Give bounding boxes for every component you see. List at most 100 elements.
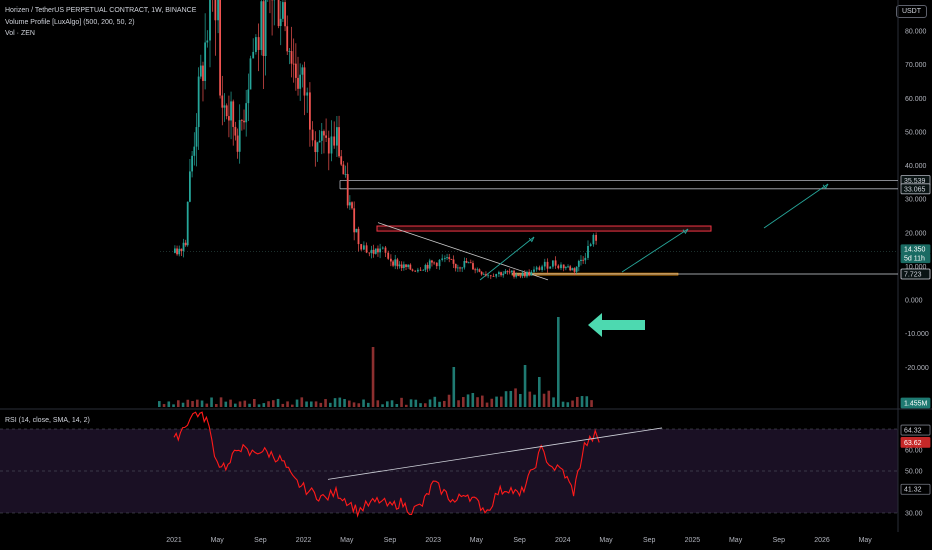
volume-bar: [509, 390, 513, 407]
candle-body: [178, 248, 181, 255]
volume-bar: [523, 365, 527, 407]
volume-bar: [485, 402, 489, 407]
candle-body: [567, 266, 569, 268]
candle-body: [206, 40, 209, 43]
candle-body: [428, 260, 431, 269]
volume-bar: [234, 403, 237, 407]
candle-body: [236, 135, 239, 152]
volume-bar: [457, 400, 460, 407]
volume-bar: [348, 400, 351, 407]
candle-body: [414, 270, 417, 272]
candle-body: [379, 248, 381, 253]
candle-body: [381, 247, 384, 249]
volume-bar: [561, 401, 565, 407]
volume-bar: [272, 400, 275, 407]
volume-bar: [538, 377, 541, 407]
candle-body: [290, 51, 293, 64]
volume-bar: [424, 403, 427, 407]
candle-body: [318, 140, 321, 143]
time-axis[interactable]: 2021 May Sep 2022 May Sep 2023 May Sep 2024 May Sep…: [166, 537, 872, 544]
rsi-legend[interactable]: RSI (14, close, SMA, 14, 2): [5, 417, 90, 424]
candle-body: [247, 89, 250, 104]
candle-body: [368, 252, 371, 254]
candle-body: [186, 201, 189, 246]
volume-bar: [167, 401, 171, 407]
volume-bar: [495, 396, 498, 407]
time-tick: May: [599, 537, 613, 544]
volume-bar: [210, 397, 213, 407]
volume-bar: [414, 399, 418, 407]
candle-body: [346, 174, 349, 206]
volume-bar: [319, 402, 323, 407]
candle-body: [277, 0, 280, 27]
candle-body: [327, 137, 330, 154]
volume-profile-legend[interactable]: Volume Profile [LuxAlgo] (500, 200, 50, …: [5, 19, 135, 26]
volume-bar: [585, 396, 589, 407]
currency-button[interactable]: USDT: [895, 5, 927, 18]
volume-bar: [181, 402, 185, 407]
candle-body: [467, 262, 470, 264]
candle-body: [510, 270, 513, 273]
candle-body: [197, 76, 200, 128]
volume-bar: [257, 404, 261, 407]
volume-bar: [215, 404, 218, 407]
candle-body: [513, 270, 515, 277]
rsi-tick: 30.00: [905, 511, 923, 518]
candle-body: [387, 252, 390, 259]
price-tick: 40.000: [905, 163, 927, 170]
volume-bar: [333, 398, 337, 407]
candle-body: [353, 208, 356, 233]
candle-body: [223, 105, 226, 108]
volume-bar: [172, 404, 175, 407]
candle-body: [595, 234, 597, 241]
candle-body: [411, 269, 414, 271]
price-tick: 60.000: [905, 96, 927, 103]
candle-body: [348, 202, 351, 206]
time-tick: May: [211, 537, 225, 544]
projection-arrow-2-head: [682, 228, 689, 235]
rsi-tick: 50.00: [905, 469, 923, 476]
candle-body: [294, 63, 297, 78]
volume-bar: [381, 404, 384, 407]
projection-arrow-2: [621, 228, 689, 273]
candle-body: [405, 264, 407, 267]
candle-body: [584, 257, 587, 261]
candle-body: [571, 268, 574, 271]
candle-body: [446, 257, 448, 259]
volume-bar: [281, 403, 285, 407]
volume-bar: [433, 396, 437, 407]
candle-body: [519, 275, 522, 277]
candle-body: [448, 257, 451, 259]
candle-body: [526, 271, 528, 277]
candle-body: [452, 259, 455, 264]
candle-body: [284, 2, 286, 27]
rsi-line: [173, 411, 600, 518]
price-tick: 10.000: [905, 264, 927, 271]
candle-body: [174, 248, 176, 253]
volume-legend[interactable]: Vol · ZEN: [5, 30, 35, 37]
candle-body: [459, 267, 461, 269]
candle-body: [323, 131, 325, 136]
volume-bar: [576, 396, 579, 407]
candle-body: [255, 37, 257, 52]
candle-body: [338, 127, 340, 157]
volume-bar: [352, 402, 356, 407]
candle-body: [344, 174, 347, 175]
candle-body: [311, 129, 314, 141]
volume-bars: [158, 317, 593, 407]
candle-body: [225, 105, 228, 117]
candle-body: [330, 136, 333, 154]
chart-title: Horizen / TetherUS PERPETUAL CONTRACT, 1…: [5, 7, 197, 14]
volume-bar: [276, 398, 280, 407]
candle-body: [374, 248, 377, 254]
volume-bar: [571, 400, 574, 407]
time-tick: May: [470, 537, 484, 544]
time-tick: 2023: [425, 537, 441, 544]
volume-bar: [428, 399, 432, 407]
volume-bar: [343, 399, 346, 407]
candle-body: [394, 259, 397, 266]
candle-body: [506, 271, 509, 272]
volume-bar: [533, 394, 536, 407]
volume-bar: [291, 404, 294, 407]
